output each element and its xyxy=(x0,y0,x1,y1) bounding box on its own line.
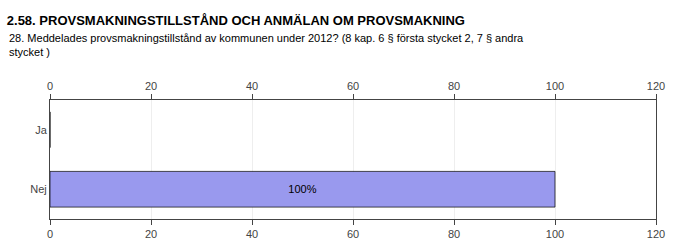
svg-text:Nej: Nej xyxy=(30,183,47,195)
svg-text:20: 20 xyxy=(145,80,157,92)
svg-text:40: 40 xyxy=(246,80,258,92)
svg-text:100%: 100% xyxy=(288,183,316,195)
svg-text:Ja: Ja xyxy=(35,124,48,136)
svg-text:0: 0 xyxy=(47,228,53,240)
svg-text:60: 60 xyxy=(347,228,359,240)
svg-text:28. Meddelades provsmakningsti: 28. Meddelades provsmakningstillstånd av… xyxy=(9,32,524,58)
svg-text:100: 100 xyxy=(546,228,564,240)
svg-text:80: 80 xyxy=(448,80,460,92)
svg-text:0: 0 xyxy=(47,80,53,92)
svg-text:80: 80 xyxy=(448,228,460,240)
svg-text:40: 40 xyxy=(246,228,258,240)
svg-text:60: 60 xyxy=(347,80,359,92)
svg-text:100: 100 xyxy=(546,80,564,92)
svg-text:2.58. PROVSMAKNINGSTILLSTÅND O: 2.58. PROVSMAKNINGSTILLSTÅND OCH ANMÄLAN… xyxy=(7,13,465,28)
svg-text:120: 120 xyxy=(647,228,665,240)
svg-text:120: 120 xyxy=(647,80,665,92)
svg-text:20: 20 xyxy=(145,228,157,240)
